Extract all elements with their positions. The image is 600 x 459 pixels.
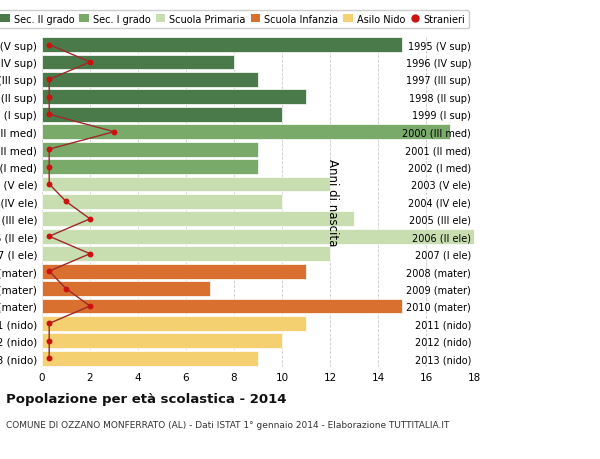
Point: [44, 42, 54, 49]
Point: [61, 285, 71, 292]
Bar: [42, 56, 234, 70]
Bar: [42, 247, 330, 262]
Point: [44, 337, 54, 345]
Point: [109, 129, 119, 136]
Point: [44, 112, 54, 119]
Point: [44, 94, 54, 101]
Bar: [42, 38, 402, 53]
Point: [44, 233, 54, 241]
Bar: [42, 142, 258, 157]
Bar: [42, 107, 282, 123]
Bar: [42, 125, 450, 140]
Point: [44, 181, 54, 188]
Point: [85, 216, 95, 223]
Point: [44, 163, 54, 171]
Point: [44, 268, 54, 275]
Point: [85, 302, 95, 310]
Point: [85, 59, 95, 67]
Text: COMUNE DI OZZANO MONFERRATO (AL) - Dati ISTAT 1° gennaio 2014 - Elaborazione TUT: COMUNE DI OZZANO MONFERRATO (AL) - Dati …: [6, 420, 449, 429]
Point: [44, 146, 54, 153]
Bar: [42, 281, 210, 297]
Point: [44, 77, 54, 84]
Bar: [42, 334, 282, 348]
Point: [44, 355, 54, 362]
Bar: [42, 160, 258, 174]
Text: Popolazione per età scolastica - 2014: Popolazione per età scolastica - 2014: [6, 392, 287, 405]
Bar: [42, 351, 258, 366]
Bar: [42, 195, 282, 209]
Point: [85, 251, 95, 258]
Legend: Sec. II grado, Sec. I grado, Scuola Primaria, Scuola Infanzia, Asilo Nido, Stran: Sec. II grado, Sec. I grado, Scuola Prim…: [0, 11, 469, 28]
Bar: [42, 177, 330, 192]
Bar: [42, 264, 306, 279]
Bar: [42, 230, 474, 244]
Bar: [42, 73, 258, 88]
Point: [44, 320, 54, 327]
Y-axis label: Anni di nascita: Anni di nascita: [326, 158, 339, 246]
Bar: [42, 316, 306, 331]
Bar: [42, 212, 354, 227]
Bar: [42, 90, 306, 105]
Bar: [42, 299, 402, 313]
Point: [61, 198, 71, 206]
